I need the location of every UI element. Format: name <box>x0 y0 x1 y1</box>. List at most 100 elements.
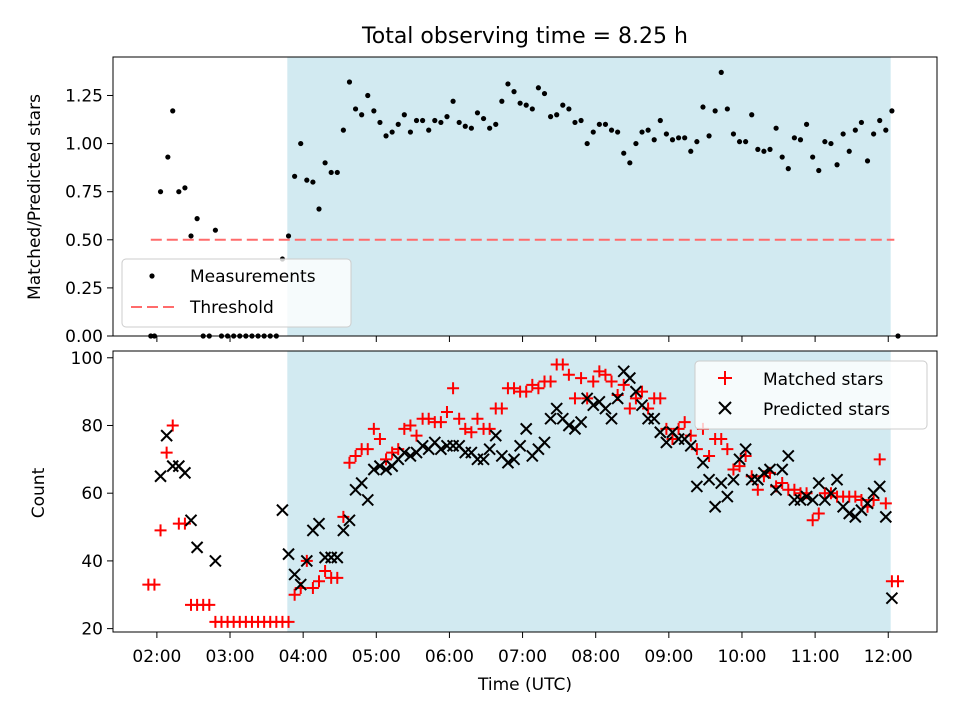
count-y-axis: 20 40 60 80 100 <box>71 349 113 640</box>
measurement-point <box>395 121 401 127</box>
predicted-star-point <box>538 436 551 449</box>
predicted-star-point <box>361 493 374 507</box>
predicted-star-point <box>879 510 893 524</box>
matched-star-point <box>343 456 356 469</box>
matched-star-point <box>288 588 301 601</box>
predicted-star-point <box>513 439 527 453</box>
measurement-point <box>298 140 304 147</box>
measurement-point <box>450 98 456 104</box>
count-y-tick-label: 40 <box>81 552 103 572</box>
measurement-point <box>651 137 657 143</box>
predicted-star-point <box>812 476 825 490</box>
measurement-point <box>584 140 590 147</box>
measurement-point <box>730 131 737 137</box>
predicted-star-point <box>721 490 734 503</box>
matched-star-point <box>459 422 472 435</box>
predicted-star-point <box>806 493 819 507</box>
predicted-star-point <box>824 486 838 500</box>
measurement-point <box>304 177 310 183</box>
time-x-tick-label: 09:00 <box>644 647 693 667</box>
measurement-point <box>523 102 529 108</box>
measurement-point <box>578 117 584 124</box>
measurement-point <box>749 112 755 118</box>
matched-star-point <box>605 375 618 388</box>
measurement-point <box>657 117 663 124</box>
measurement-point <box>547 114 554 120</box>
ratio-y-label: Matched/Predicted stars <box>25 94 45 300</box>
predicted-star-point <box>276 503 289 517</box>
matched-star-point <box>575 372 588 385</box>
matched-star-point <box>166 419 179 432</box>
legend-measurements-label: Measurements <box>190 267 316 287</box>
matched-star-point <box>776 477 789 490</box>
ratio-x-ticks <box>156 336 889 342</box>
matched-star-point <box>434 416 447 429</box>
matched-star-point <box>599 368 612 381</box>
measurement-point <box>529 106 535 112</box>
predicted-star-point <box>843 507 856 520</box>
matched-star-point <box>331 571 344 584</box>
matched-star-point <box>483 422 496 435</box>
matched-star-point <box>373 433 386 446</box>
matched-star-point <box>508 382 521 395</box>
predicted-star-point <box>873 480 886 493</box>
measurement-point <box>444 114 450 120</box>
measurement-point <box>883 127 889 133</box>
legend-threshold-label: Threshold <box>189 298 274 318</box>
time-x-tick-label: 02:00 <box>132 647 181 667</box>
measurement-point <box>352 106 359 112</box>
matched-star-point <box>544 375 557 388</box>
measurement-point <box>615 129 621 135</box>
matched-star-point <box>587 375 600 388</box>
count-legend: Matched stars Predicted stars <box>694 360 928 430</box>
ratio-y-tick-label: 0.00 <box>65 327 103 347</box>
matched-star-point <box>721 443 734 456</box>
predicted-star-point <box>398 446 411 459</box>
measurement-point <box>170 108 176 114</box>
measurement-point <box>413 117 420 124</box>
measurement-point <box>371 108 377 114</box>
predicted-star-point <box>337 524 350 537</box>
measurement-point <box>718 69 724 75</box>
time-x-tick-label: 06:00 <box>425 647 474 667</box>
measurement-point <box>359 112 365 118</box>
matched-star-point <box>453 412 466 425</box>
matched-star-point <box>447 382 460 395</box>
predicted-star-point <box>623 371 637 385</box>
measurement-point <box>779 154 785 160</box>
measurement-point <box>706 133 712 139</box>
predicted-star-point <box>507 453 521 466</box>
predicted-star-point <box>727 473 740 486</box>
matched-star-point <box>751 483 764 496</box>
predicted-star-point <box>702 473 716 486</box>
chart-title: Total observing time = 8.25 h <box>361 24 688 49</box>
measurement-point <box>426 127 432 133</box>
measurement-point <box>803 121 810 127</box>
matched-star-point <box>568 392 581 405</box>
predicted-star-point <box>520 422 533 436</box>
measurement-point <box>773 125 779 131</box>
count-y-tick-label: 80 <box>81 416 103 436</box>
count-y-tick-label: 60 <box>81 484 103 504</box>
legend-predicted-marker <box>718 401 732 415</box>
measurement-point <box>828 140 834 147</box>
matched-star-point <box>727 463 740 476</box>
matched-star-point <box>520 385 533 398</box>
count-y-tick-label: 20 <box>81 620 103 640</box>
predicted-star-point <box>782 449 795 463</box>
predicted-star-point <box>574 415 588 429</box>
measurement-point <box>596 121 602 127</box>
measurement-point <box>877 117 883 124</box>
legend-matched-marker <box>718 371 732 385</box>
measurement-point <box>852 127 858 133</box>
measurement-point <box>621 150 627 156</box>
measurement-point <box>639 129 645 135</box>
legend-measurements-marker <box>149 273 155 279</box>
matched-star-point <box>562 368 575 381</box>
measurement-point <box>712 108 718 114</box>
measurement-point <box>292 173 298 179</box>
measurement-point <box>285 233 292 239</box>
time-x-tick-label: 11:00 <box>791 647 840 667</box>
legend-predicted-label: Predicted stars <box>763 400 890 420</box>
predicted-stars-points <box>154 365 899 605</box>
